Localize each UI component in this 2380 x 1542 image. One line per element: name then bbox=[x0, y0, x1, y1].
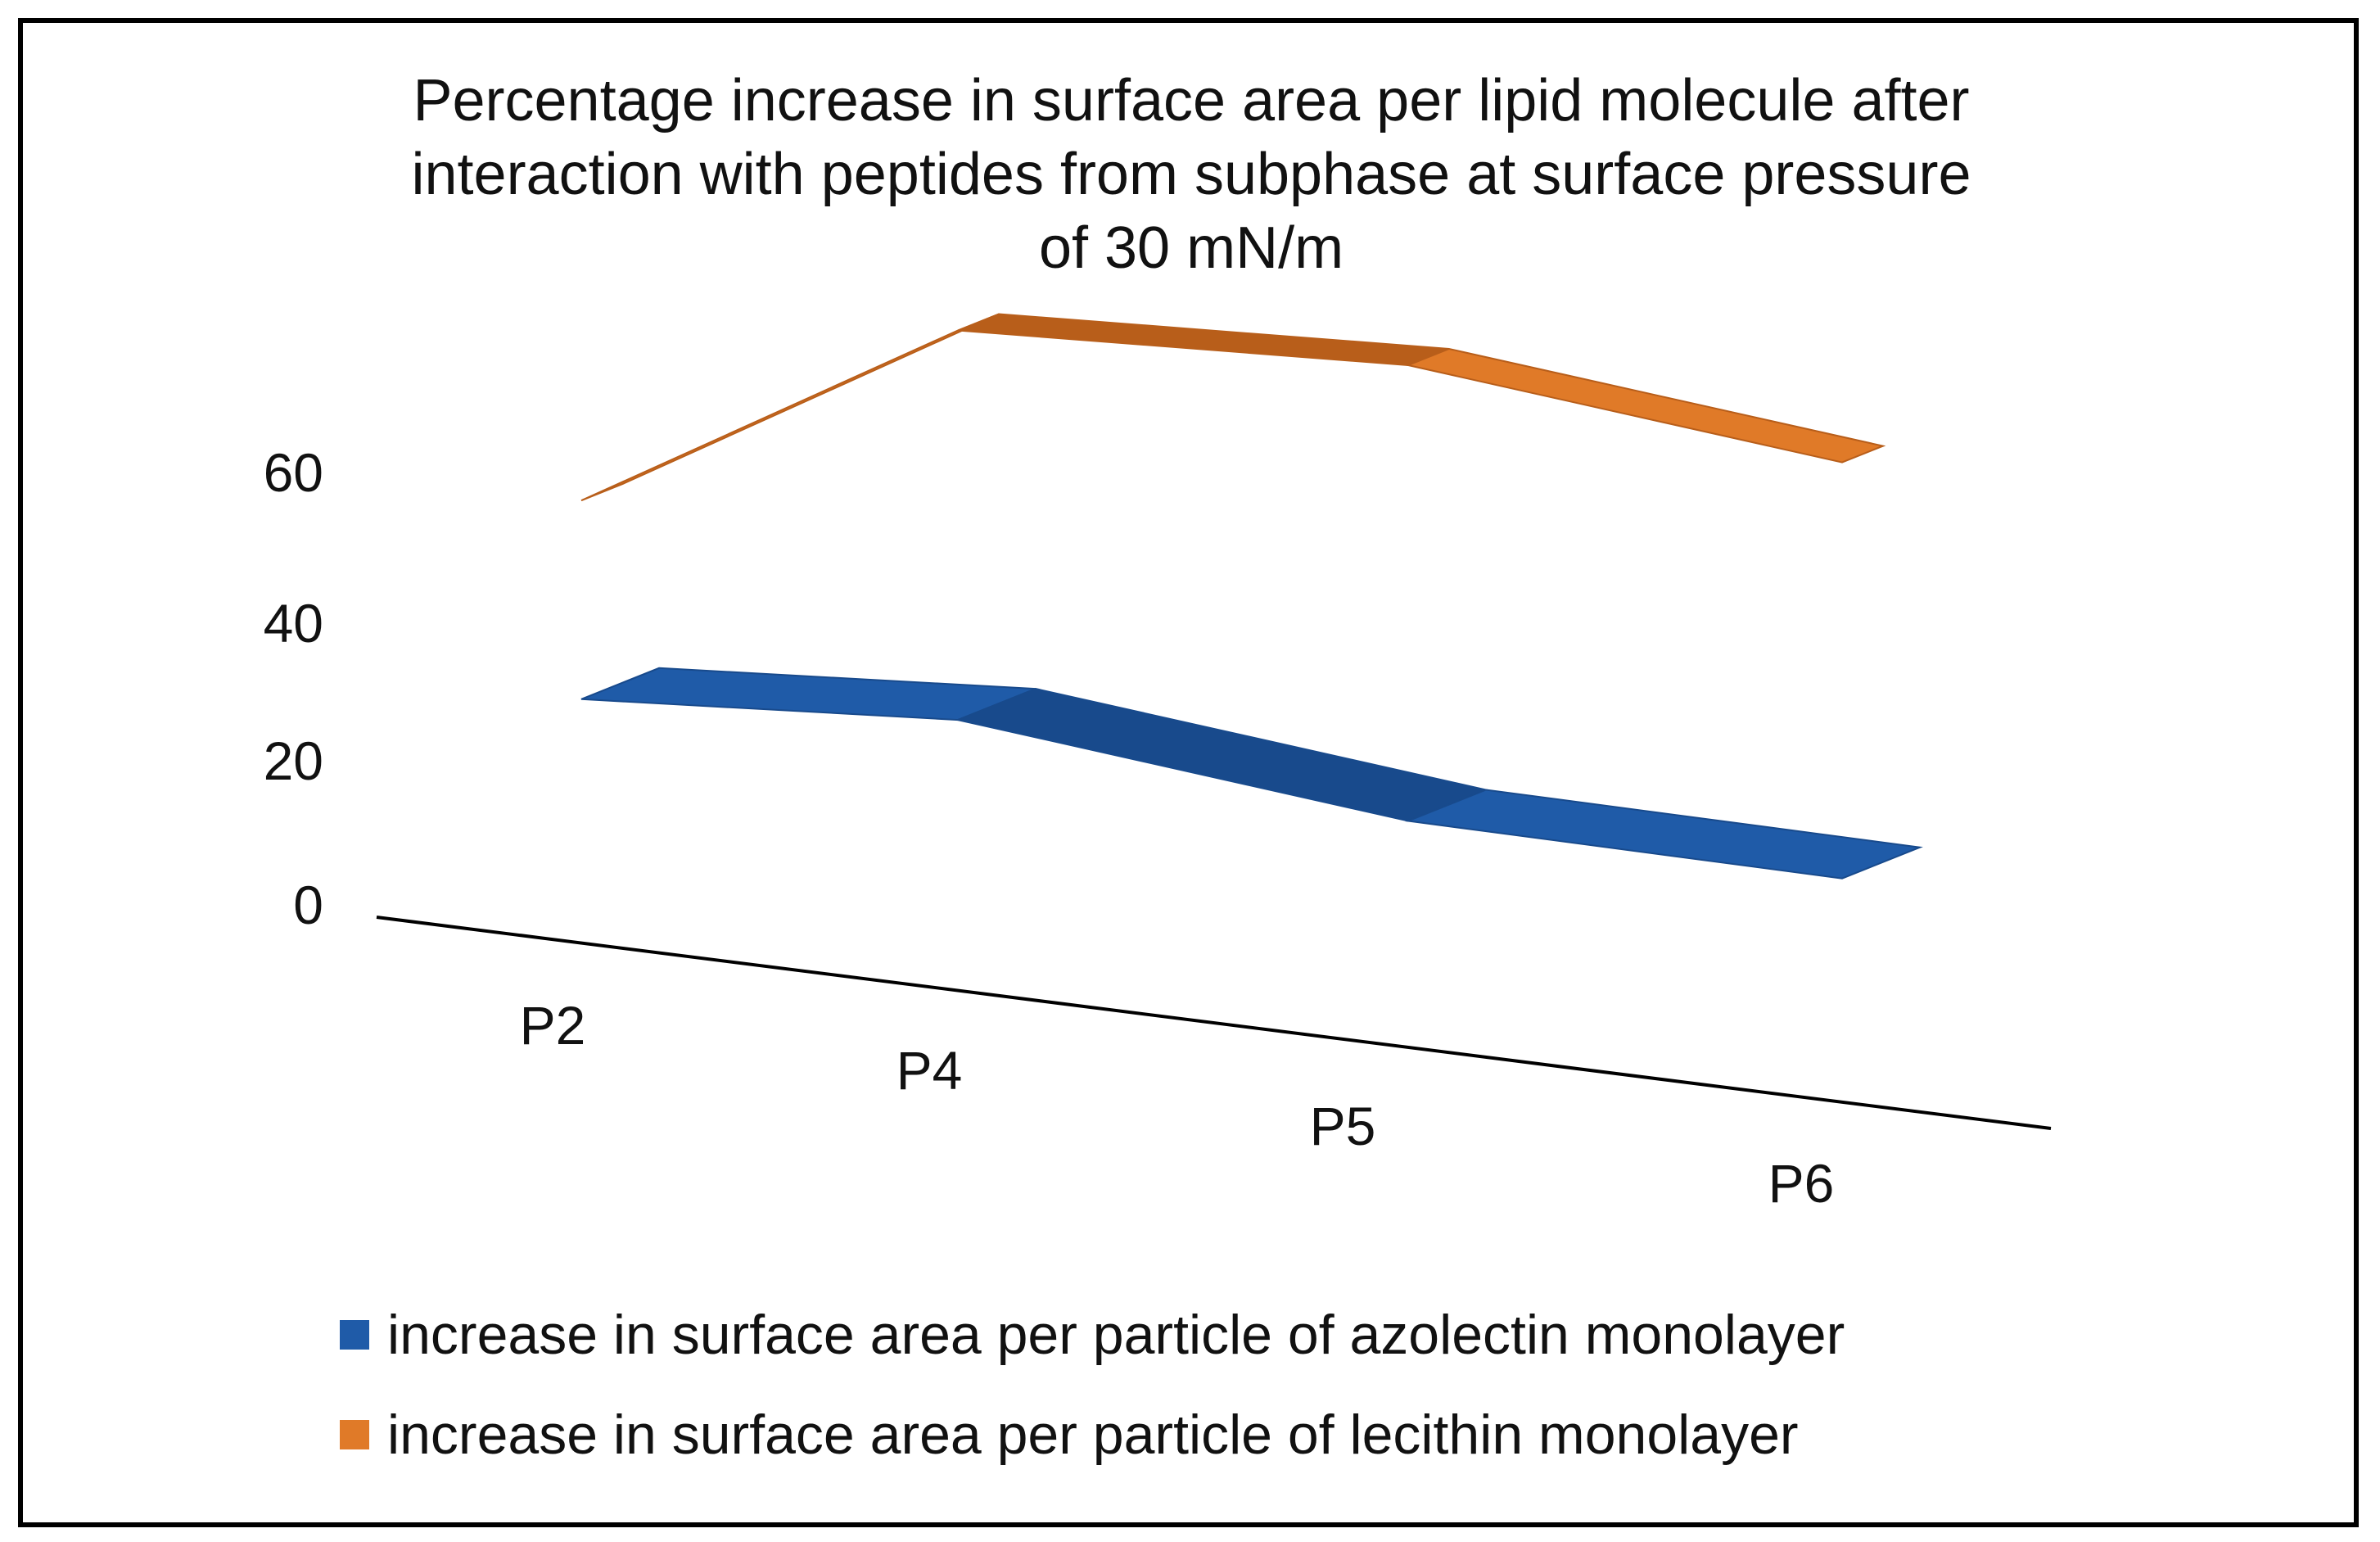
series-azolectin bbox=[580, 667, 1923, 880]
y-tick-label: 60 bbox=[264, 442, 323, 503]
x-tick-label: P5 bbox=[1310, 1096, 1376, 1156]
series-segment bbox=[955, 688, 1489, 822]
y-tick-label: 20 bbox=[264, 730, 323, 791]
legend: increase in surface area per particle of… bbox=[340, 1302, 1845, 1502]
legend-label-lecithin: increase in surface area per particle of… bbox=[387, 1404, 1799, 1466]
series-segment bbox=[1405, 347, 1886, 464]
x-axis-line bbox=[376, 916, 2052, 1130]
y-axis-ticks: 0 20 40 60 bbox=[264, 442, 323, 935]
chart-frame bbox=[18, 18, 2359, 1527]
series-segment bbox=[580, 667, 1036, 721]
y-tick-label: 0 bbox=[293, 875, 323, 935]
series-segment bbox=[957, 313, 1450, 367]
x-tick-label: P4 bbox=[896, 1040, 963, 1101]
y-tick-label: 40 bbox=[264, 593, 323, 653]
chart-title: Percentage increase in surface area per … bbox=[411, 68, 1971, 281]
legend-swatch-lecithin bbox=[340, 1420, 369, 1449]
legend-swatch-azolectin bbox=[340, 1320, 369, 1350]
series-lecithin bbox=[580, 313, 1886, 502]
x-axis-ticks: P2 P4 P5 P6 bbox=[520, 995, 1835, 1214]
legend-label-azolectin: increase in surface area per particle of… bbox=[387, 1304, 1845, 1366]
legend-item-azolectin: increase in surface area per particle of… bbox=[340, 1302, 1845, 1368]
series-segment bbox=[1405, 789, 1923, 880]
series-layer bbox=[580, 313, 1923, 880]
series-segment bbox=[580, 313, 1000, 502]
x-tick-label: P2 bbox=[520, 995, 586, 1056]
x-tick-label: P6 bbox=[1768, 1153, 1835, 1214]
legend-item-lecithin: increase in surface area per particle of… bbox=[340, 1402, 1845, 1467]
